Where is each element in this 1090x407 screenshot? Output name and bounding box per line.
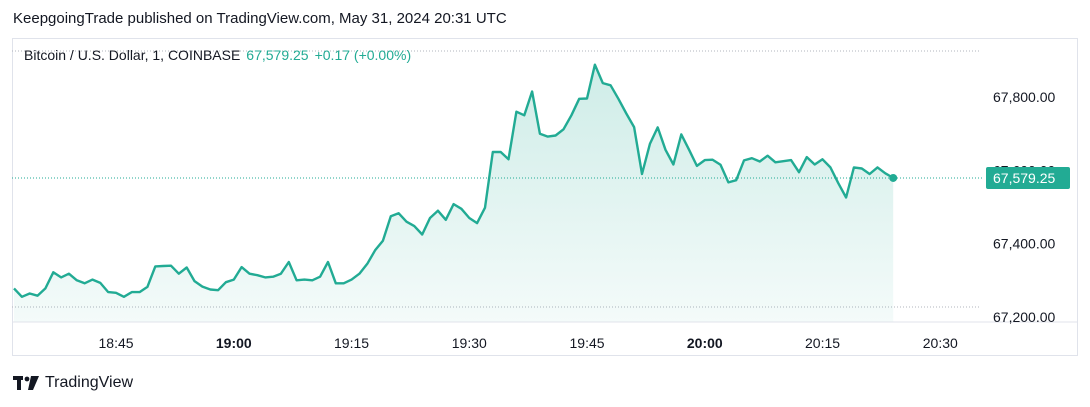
- x-tick-label: 19:00: [216, 335, 252, 351]
- published-line: KeepgoingTrade published on TradingView.…: [13, 10, 507, 27]
- symbol-name: Bitcoin / U.S. Dollar, 1, COINBASE: [24, 47, 241, 63]
- symbol-legend: Bitcoin / U.S. Dollar, 1, COINBASE 67,579…: [24, 47, 411, 63]
- price-change: +0.17 (+0.00%): [314, 47, 412, 63]
- x-tick-label: 20:30: [923, 335, 958, 351]
- x-tick-label: 20:00: [687, 335, 723, 351]
- brand-name: TradingView: [45, 374, 134, 391]
- chart-frame: [12, 38, 1078, 356]
- x-tick-label: 19:30: [452, 335, 487, 351]
- last-price-label: 67,579.25: [986, 166, 1070, 189]
- price-line: [13, 63, 894, 298]
- x-tick-label: 19:15: [334, 335, 369, 351]
- x-axis: 18:45 19:00 19:15 19:30 19:45 20:00 20:15 20:30: [99, 335, 958, 351]
- last-price-value: 67,579.25: [246, 47, 309, 63]
- last-price-label-text: 67,579.25: [993, 170, 1055, 186]
- y-tick-label: 67,200.00: [993, 309, 1055, 325]
- tradingview-brand[interactable]: TradingView: [13, 374, 133, 392]
- x-tick-label: 20:15: [805, 335, 840, 351]
- last-price-label-bg: [986, 166, 1070, 189]
- last-price-dot: [889, 173, 898, 182]
- area-fill: [14, 64, 894, 322]
- y-tick-label: 67,400.00: [993, 236, 1055, 252]
- x-tick-label: 18:45: [99, 335, 134, 351]
- x-tick-label: 19:45: [570, 335, 605, 351]
- y-tick-label: 67,800.00: [993, 89, 1055, 105]
- tradingview-logo-icon: [13, 376, 39, 390]
